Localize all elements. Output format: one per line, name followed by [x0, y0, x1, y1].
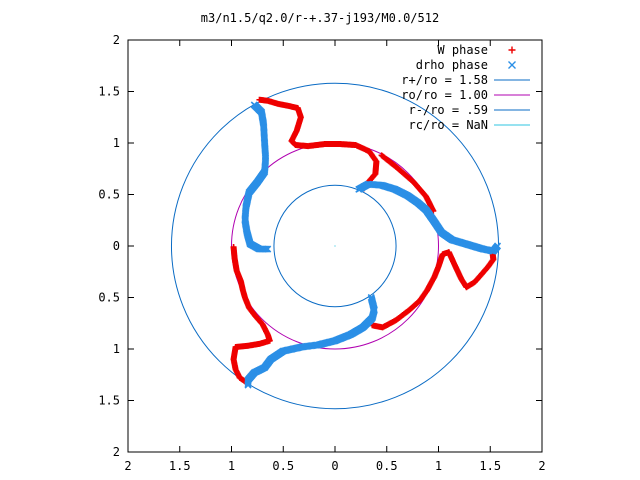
axis-ticks [127, 39, 543, 453]
ytick-label-3: 0.5 [98, 291, 120, 305]
ytick-label-2: 1 [113, 342, 120, 356]
ytick-label-7: 1.5 [98, 85, 120, 99]
legend-swatch-0 [508, 46, 516, 54]
xtick-label-8: 2 [538, 459, 545, 473]
point-1-42 [244, 381, 252, 389]
ytick-label-4: 0 [113, 239, 120, 253]
point-1-13 [264, 245, 272, 253]
xtick-label-4: 0 [331, 459, 338, 473]
legend-label-4: r-/ro = .59 [409, 103, 488, 117]
point-fill-1-12-5 [261, 245, 269, 253]
xtick-label-0: 2 [124, 459, 131, 473]
ytick-label-6: 1 [113, 136, 120, 150]
series-0 [230, 96, 497, 385]
xtick-label-1: 1.5 [169, 459, 191, 473]
legend-label-1: drho phase [416, 58, 488, 72]
axis-tick-labels: 2 1.5 1 0.5 0 0.5 1 1.5 221.510.500.511.52 [98, 33, 545, 473]
point-fill-1-41-3 [244, 380, 252, 388]
chart-title: m3/n1.5/q2.0/r-+.37-j193/M0.0/512 [201, 11, 439, 25]
xtick-label-7: 1.5 [479, 459, 501, 473]
reference-circles [170, 82, 500, 410]
xtick-label-5: 0.5 [376, 459, 398, 473]
xtick-label-6: 1 [435, 459, 442, 473]
ytick-label-0: 2 [113, 445, 120, 459]
xtick-label-3: 0.5 [272, 459, 294, 473]
point-fill-1-41-2 [244, 378, 252, 387]
circle-2 [273, 184, 397, 308]
series-1 [241, 101, 502, 389]
legend-swatch-1 [508, 61, 516, 69]
origin-dot [334, 245, 336, 247]
ytick-label-8: 2 [113, 33, 120, 47]
point-fill-1-12-6 [262, 245, 271, 253]
legend-label-0: W phase [437, 43, 488, 57]
legend-label-5: rc/ro = NaN [409, 118, 488, 132]
ytick-label-1: 1.5 [98, 394, 120, 408]
data-series [230, 96, 502, 389]
point-1-28 [493, 242, 502, 250]
legend-label-2: r+/ro = 1.58 [401, 73, 488, 87]
ytick-label-5: 0.5 [98, 188, 120, 202]
legend-label-3: ro/ro = 1.00 [401, 88, 488, 102]
xtick-label-2: 1 [228, 459, 235, 473]
